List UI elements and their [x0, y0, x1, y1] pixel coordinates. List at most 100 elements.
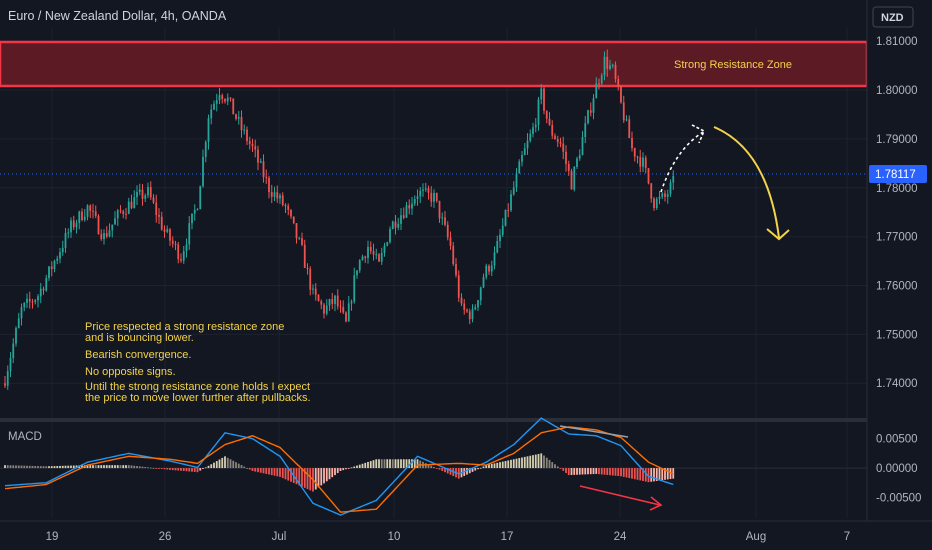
macd-histogram-bar [598, 468, 600, 475]
macd-histogram-bar [279, 468, 281, 477]
macd-histogram-bar [144, 467, 147, 469]
macd-histogram-bar [284, 468, 287, 480]
candle [193, 204, 196, 221]
candle [26, 293, 28, 309]
macd-histogram-bar [226, 457, 229, 469]
macd-histogram-bar [578, 468, 581, 475]
candle [438, 200, 441, 223]
macd-tick-label: 0.00000 [876, 463, 918, 475]
macd-histogram-bar [507, 460, 510, 469]
candle [466, 308, 468, 313]
candle [661, 192, 664, 200]
candle [471, 304, 474, 323]
macd-histogram-bar [136, 466, 138, 469]
candle [31, 298, 34, 309]
candle [427, 185, 430, 200]
price-tick-label: 1.77000 [876, 232, 918, 244]
macd-histogram-bar [92, 465, 94, 469]
candle [504, 209, 507, 227]
macd-histogram-bar [251, 468, 254, 471]
candle [265, 169, 268, 184]
macd-histogram-bar [180, 468, 182, 471]
macd-histogram-bar [20, 465, 23, 469]
candle [578, 149, 581, 161]
currency-badge[interactable] [872, 6, 914, 28]
macd-histogram-bar [661, 468, 664, 481]
macd-histogram-bar [237, 463, 240, 469]
candle [430, 186, 433, 207]
candle [367, 240, 369, 264]
macd-histogram-bar [581, 468, 584, 475]
candle [631, 131, 633, 152]
macd-histogram-bar [331, 468, 334, 478]
candle [182, 245, 185, 264]
candle [125, 207, 127, 220]
candle [413, 195, 416, 207]
price-axis-ticks: 1.81000 1.80000 1.79000 1.78000 1.77000 1.760… [876, 36, 921, 504]
candle [565, 145, 567, 172]
macd-histogram-bar [435, 468, 438, 469]
macd-histogram-bar [468, 468, 471, 474]
candle [383, 242, 386, 257]
price-tick-label: 1.78000 [876, 183, 918, 195]
macd-histogram-bar [548, 459, 551, 469]
macd-histogram-bar [61, 465, 64, 469]
macd-histogram-bar [515, 458, 518, 469]
candle [642, 152, 644, 173]
resistance-zone[interactable] [0, 40, 869, 88]
candle [342, 300, 345, 315]
macd-histogram-bar [380, 459, 383, 469]
price-axis-panel[interactable] [867, 0, 932, 521]
macd-histogram-bar [565, 468, 567, 473]
macd-histogram-bar [592, 468, 595, 475]
macd-histogram-bar [342, 468, 345, 471]
macd-histogram-bar [504, 461, 507, 469]
macd-histogram-bar [411, 459, 413, 469]
candle [53, 259, 56, 273]
candle [191, 213, 193, 230]
candle [416, 189, 419, 206]
time-tick-label: 19 [46, 531, 59, 543]
macd-histogram-bar [193, 468, 196, 472]
macd-histogram-bar [375, 459, 378, 469]
candle [653, 196, 655, 211]
candle [625, 115, 628, 122]
macd-histogram-bar [265, 468, 268, 474]
candle [6, 365, 9, 390]
macd-histogram-bar [182, 468, 185, 471]
macd-histogram-bar [166, 468, 169, 470]
candle [666, 189, 669, 204]
candle [281, 192, 284, 207]
candle [270, 184, 273, 204]
note-line: No opposite signs. [85, 366, 176, 378]
macd-histogram-bar [100, 465, 103, 469]
macd-histogram-bar [584, 468, 587, 475]
macd-histogram-bar [12, 465, 15, 469]
candle [42, 286, 45, 295]
candle [350, 299, 353, 311]
macd-histogram-bar [485, 465, 488, 469]
macd-histogram-bar [232, 460, 235, 469]
macd-histogram-bar [589, 468, 592, 475]
candle [644, 155, 647, 174]
candle [108, 223, 111, 238]
panel-divider[interactable] [0, 418, 867, 422]
candle [614, 61, 617, 83]
macd-histogram-bar [521, 457, 523, 469]
candle [633, 147, 636, 162]
candle [400, 208, 402, 231]
macd-divergence-line-top [559, 425, 629, 438]
macd-histogram-bar [171, 468, 174, 471]
macd-histogram-bar [499, 462, 501, 469]
macd-histogram-bar [446, 468, 449, 474]
candle [15, 326, 17, 347]
macd-histogram-bar [537, 453, 540, 469]
macd-histogram-bar [617, 468, 620, 477]
candle [493, 246, 496, 270]
candle [650, 182, 653, 203]
candle [171, 236, 174, 248]
candle [254, 139, 257, 158]
candle [273, 186, 276, 202]
candle [389, 226, 391, 244]
